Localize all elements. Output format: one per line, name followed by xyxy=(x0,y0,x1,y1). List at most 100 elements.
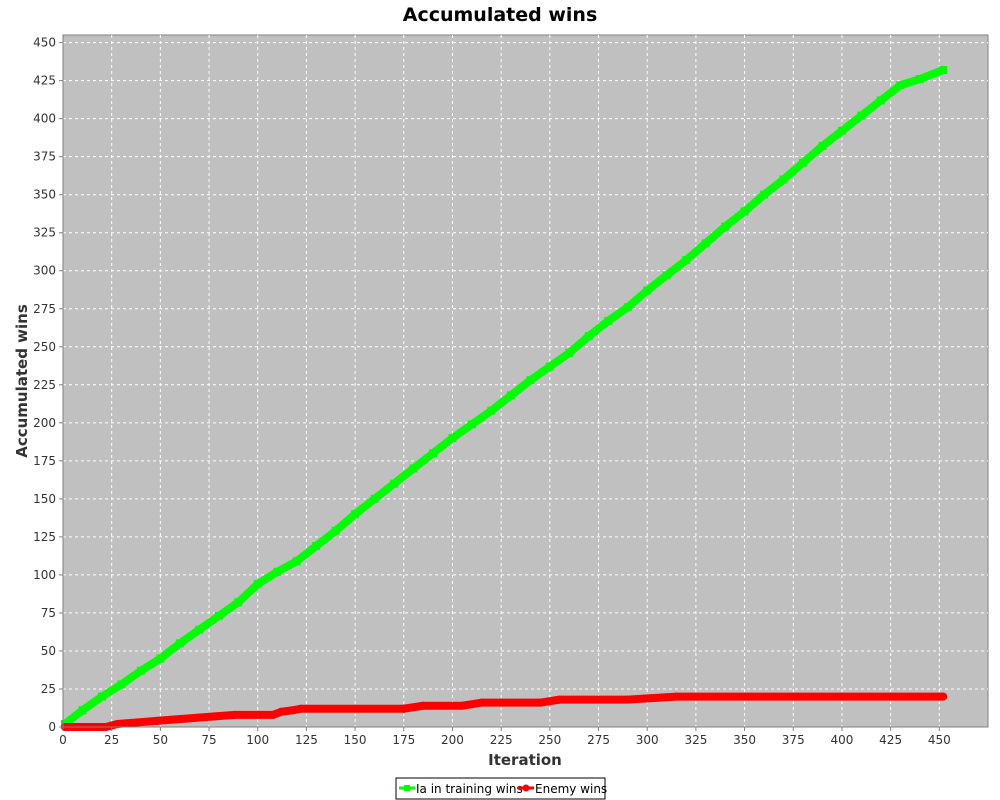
x-axis-title: Iteration xyxy=(488,751,562,769)
x-tick-label: 200 xyxy=(441,733,464,747)
data-point xyxy=(760,190,769,199)
data-point xyxy=(701,239,710,248)
data-point xyxy=(133,718,141,727)
y-tick-label: 125 xyxy=(33,530,56,544)
data-point xyxy=(545,362,554,371)
x-tick-label: 75 xyxy=(201,733,216,747)
x-tick-label: 275 xyxy=(587,733,610,747)
data-point xyxy=(269,710,278,719)
data-point xyxy=(458,701,467,710)
legend-item-ia-training: Ia in training wins xyxy=(399,782,523,796)
data-point xyxy=(419,701,428,710)
data-point xyxy=(555,695,564,704)
data-point xyxy=(939,65,948,74)
data-point xyxy=(234,598,243,607)
y-tick-label: 450 xyxy=(33,36,56,50)
y-tick-label: 25 xyxy=(41,682,56,696)
data-point xyxy=(565,348,574,357)
x-tick-label: 450 xyxy=(928,733,951,747)
data-point xyxy=(818,142,827,151)
data-point xyxy=(277,707,286,716)
data-point xyxy=(195,625,204,634)
legend-square-marker xyxy=(404,785,410,791)
data-point xyxy=(292,557,301,566)
data-point xyxy=(288,706,297,715)
data-point xyxy=(409,464,418,473)
data-point xyxy=(477,698,486,707)
legend-circle-marker xyxy=(522,784,530,792)
data-point xyxy=(467,420,476,429)
x-tick-label: 100 xyxy=(246,733,269,747)
data-point xyxy=(351,510,360,519)
data-point xyxy=(682,256,691,265)
data-point xyxy=(390,479,399,488)
data-point xyxy=(296,704,305,713)
y-tick-label: 100 xyxy=(33,568,56,582)
data-point xyxy=(876,96,885,105)
x-tick-label: 50 xyxy=(153,733,168,747)
series-line xyxy=(60,65,948,728)
data-point xyxy=(399,704,408,713)
data-point xyxy=(191,713,200,722)
data-point xyxy=(273,567,282,576)
y-tick-label: 325 xyxy=(33,226,56,240)
x-tick-label: 400 xyxy=(830,733,853,747)
y-tick-label: 150 xyxy=(33,492,56,506)
data-point xyxy=(623,695,632,704)
x-tick-label: 175 xyxy=(392,733,415,747)
y-tick-label: 250 xyxy=(33,340,56,354)
data-point xyxy=(78,706,87,715)
x-ticks: 0 25 50 75 100 125 150 175 200 225 250 275 300 325 350… xyxy=(59,727,951,747)
data-point xyxy=(448,434,457,443)
x-tick-label: 300 xyxy=(636,733,659,747)
data-point xyxy=(429,449,437,458)
y-tick-label: 275 xyxy=(33,302,56,316)
y-tick-label: 350 xyxy=(33,188,56,202)
data-point xyxy=(623,303,632,312)
x-tick-label: 0 xyxy=(59,733,67,747)
y-tick-label: 300 xyxy=(33,264,56,278)
x-tick-label: 350 xyxy=(733,733,756,747)
legend-item-enemy: Enemy wins xyxy=(518,782,607,796)
data-point xyxy=(896,81,905,90)
legend-label: Ia in training wins xyxy=(416,782,523,796)
data-point xyxy=(171,715,180,724)
data-point xyxy=(643,286,652,295)
data-point xyxy=(672,692,681,701)
data-point xyxy=(230,710,239,719)
x-tick-label: 125 xyxy=(295,733,318,747)
legend-box xyxy=(395,777,606,800)
data-point xyxy=(506,391,515,400)
x-tick-label: 375 xyxy=(782,733,805,747)
data-point xyxy=(487,406,496,415)
y-tick-label: 50 xyxy=(41,644,56,658)
data-point xyxy=(939,692,948,701)
y-tick-label: 400 xyxy=(33,112,56,126)
x-tick-label: 25 xyxy=(104,733,119,747)
data-point xyxy=(370,494,379,503)
x-tick-label: 250 xyxy=(538,733,561,747)
data-point xyxy=(97,692,106,701)
series-line xyxy=(60,692,948,731)
legend-label: Enemy wins xyxy=(535,782,607,796)
data-point xyxy=(526,376,535,385)
y-tick-label: 375 xyxy=(33,150,56,164)
y-tick-label: 425 xyxy=(33,74,56,88)
data-point xyxy=(536,698,545,707)
data-point xyxy=(214,611,223,620)
data-point xyxy=(915,75,924,84)
y-tick-label: 0 xyxy=(48,720,56,734)
data-point xyxy=(584,332,593,341)
data-point xyxy=(799,158,807,167)
x-tick-label: 150 xyxy=(344,733,367,747)
y-axis-title: Accumulated wins xyxy=(13,304,31,458)
data-point xyxy=(740,207,749,216)
data-point xyxy=(721,222,730,231)
x-tick-label: 425 xyxy=(879,733,902,747)
data-point xyxy=(152,716,161,725)
series-0 xyxy=(60,65,948,728)
y-tick-label: 175 xyxy=(33,454,56,468)
data-point xyxy=(136,666,145,675)
data-point xyxy=(662,271,671,280)
